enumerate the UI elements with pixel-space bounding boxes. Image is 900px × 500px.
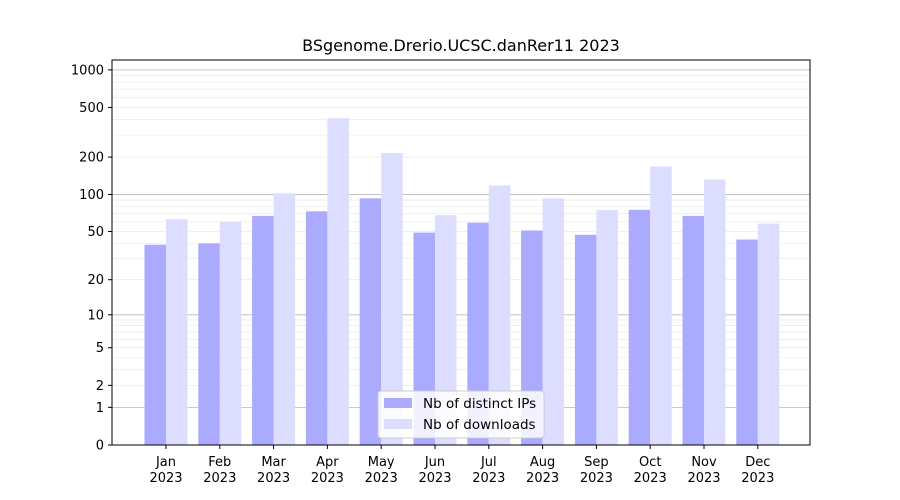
bar-downloads	[381, 153, 403, 446]
x-tick-label: Nov 2023	[687, 455, 720, 486]
bar-distinct-ips	[305, 211, 328, 445]
bar-downloads	[219, 221, 242, 445]
bar-downloads	[596, 209, 618, 445]
x-tick-label: Sep 2023	[580, 455, 613, 486]
bar-downloads	[650, 166, 672, 445]
x-tick-label: Dec 2023	[741, 455, 774, 486]
bar-downloads	[542, 198, 565, 445]
legend-box	[377, 390, 545, 439]
bar-downloads	[435, 215, 457, 445]
y-tick-label: 20	[87, 273, 104, 288]
y-tick-label: 1	[96, 401, 104, 416]
x-tick-label: Jan 2023	[149, 455, 182, 486]
x-tick-label: Apr 2023	[311, 455, 344, 486]
chart-title: BSgenome.Drerio.UCSC.danRer11 2023	[302, 36, 620, 55]
y-tick-label: 2	[96, 379, 104, 394]
bar-downloads	[757, 223, 780, 445]
bar-distinct-ips	[467, 222, 489, 445]
bar-distinct-ips	[144, 244, 166, 445]
y-axis-ticks: 0 1 2 5 10 20 50 100 200 500 1000	[71, 63, 112, 454]
bar-downloads	[704, 179, 726, 446]
y-tick-label: 200	[79, 151, 104, 166]
legend-swatch	[384, 398, 412, 408]
x-axis-ticks: Jan 2023 Feb 2023 Mar 2023 Apr 2023 May 2023 Jun 20…	[149, 445, 774, 486]
y-tick-label: 10	[87, 308, 104, 323]
y-tick-label: 1000	[71, 63, 104, 78]
bar-distinct-ips	[736, 239, 758, 445]
bar-distinct-ips	[198, 243, 220, 445]
legend-label: Nb of downloads	[423, 417, 536, 433]
x-tick-label: Aug 2023	[526, 455, 559, 486]
x-tick-label: Jun 2023	[418, 455, 451, 486]
bar-distinct-ips	[574, 234, 597, 445]
x-tick-label: Oct 2023	[634, 455, 667, 486]
legend: Nb of distinct IPs Nb of downloads	[377, 390, 545, 439]
y-tick-label: 5	[96, 341, 104, 356]
y-tick-label: 50	[87, 225, 104, 240]
y-tick-label: 500	[79, 101, 104, 116]
bar-downloads	[166, 219, 188, 445]
y-tick-label: 0	[96, 439, 104, 454]
x-tick-label: Jul 2023	[472, 455, 505, 486]
y-tick-label: 100	[79, 188, 104, 203]
bar-downloads	[327, 118, 349, 445]
x-tick-label: Feb 2023	[203, 455, 236, 486]
x-tick-label: May 2023	[365, 455, 398, 486]
plot-area-frame	[111, 59, 811, 446]
bar-distinct-ips	[628, 209, 651, 445]
bar-distinct-ips	[359, 198, 382, 445]
bar-distinct-ips	[252, 215, 274, 445]
x-tick-label: Mar 2023	[257, 455, 290, 486]
bar-downloads	[488, 185, 511, 445]
bar-downloads	[273, 193, 296, 445]
legend-swatch	[384, 419, 412, 429]
bar-distinct-ips	[682, 215, 704, 445]
legend-label: Nb of distinct IPs	[423, 396, 536, 412]
